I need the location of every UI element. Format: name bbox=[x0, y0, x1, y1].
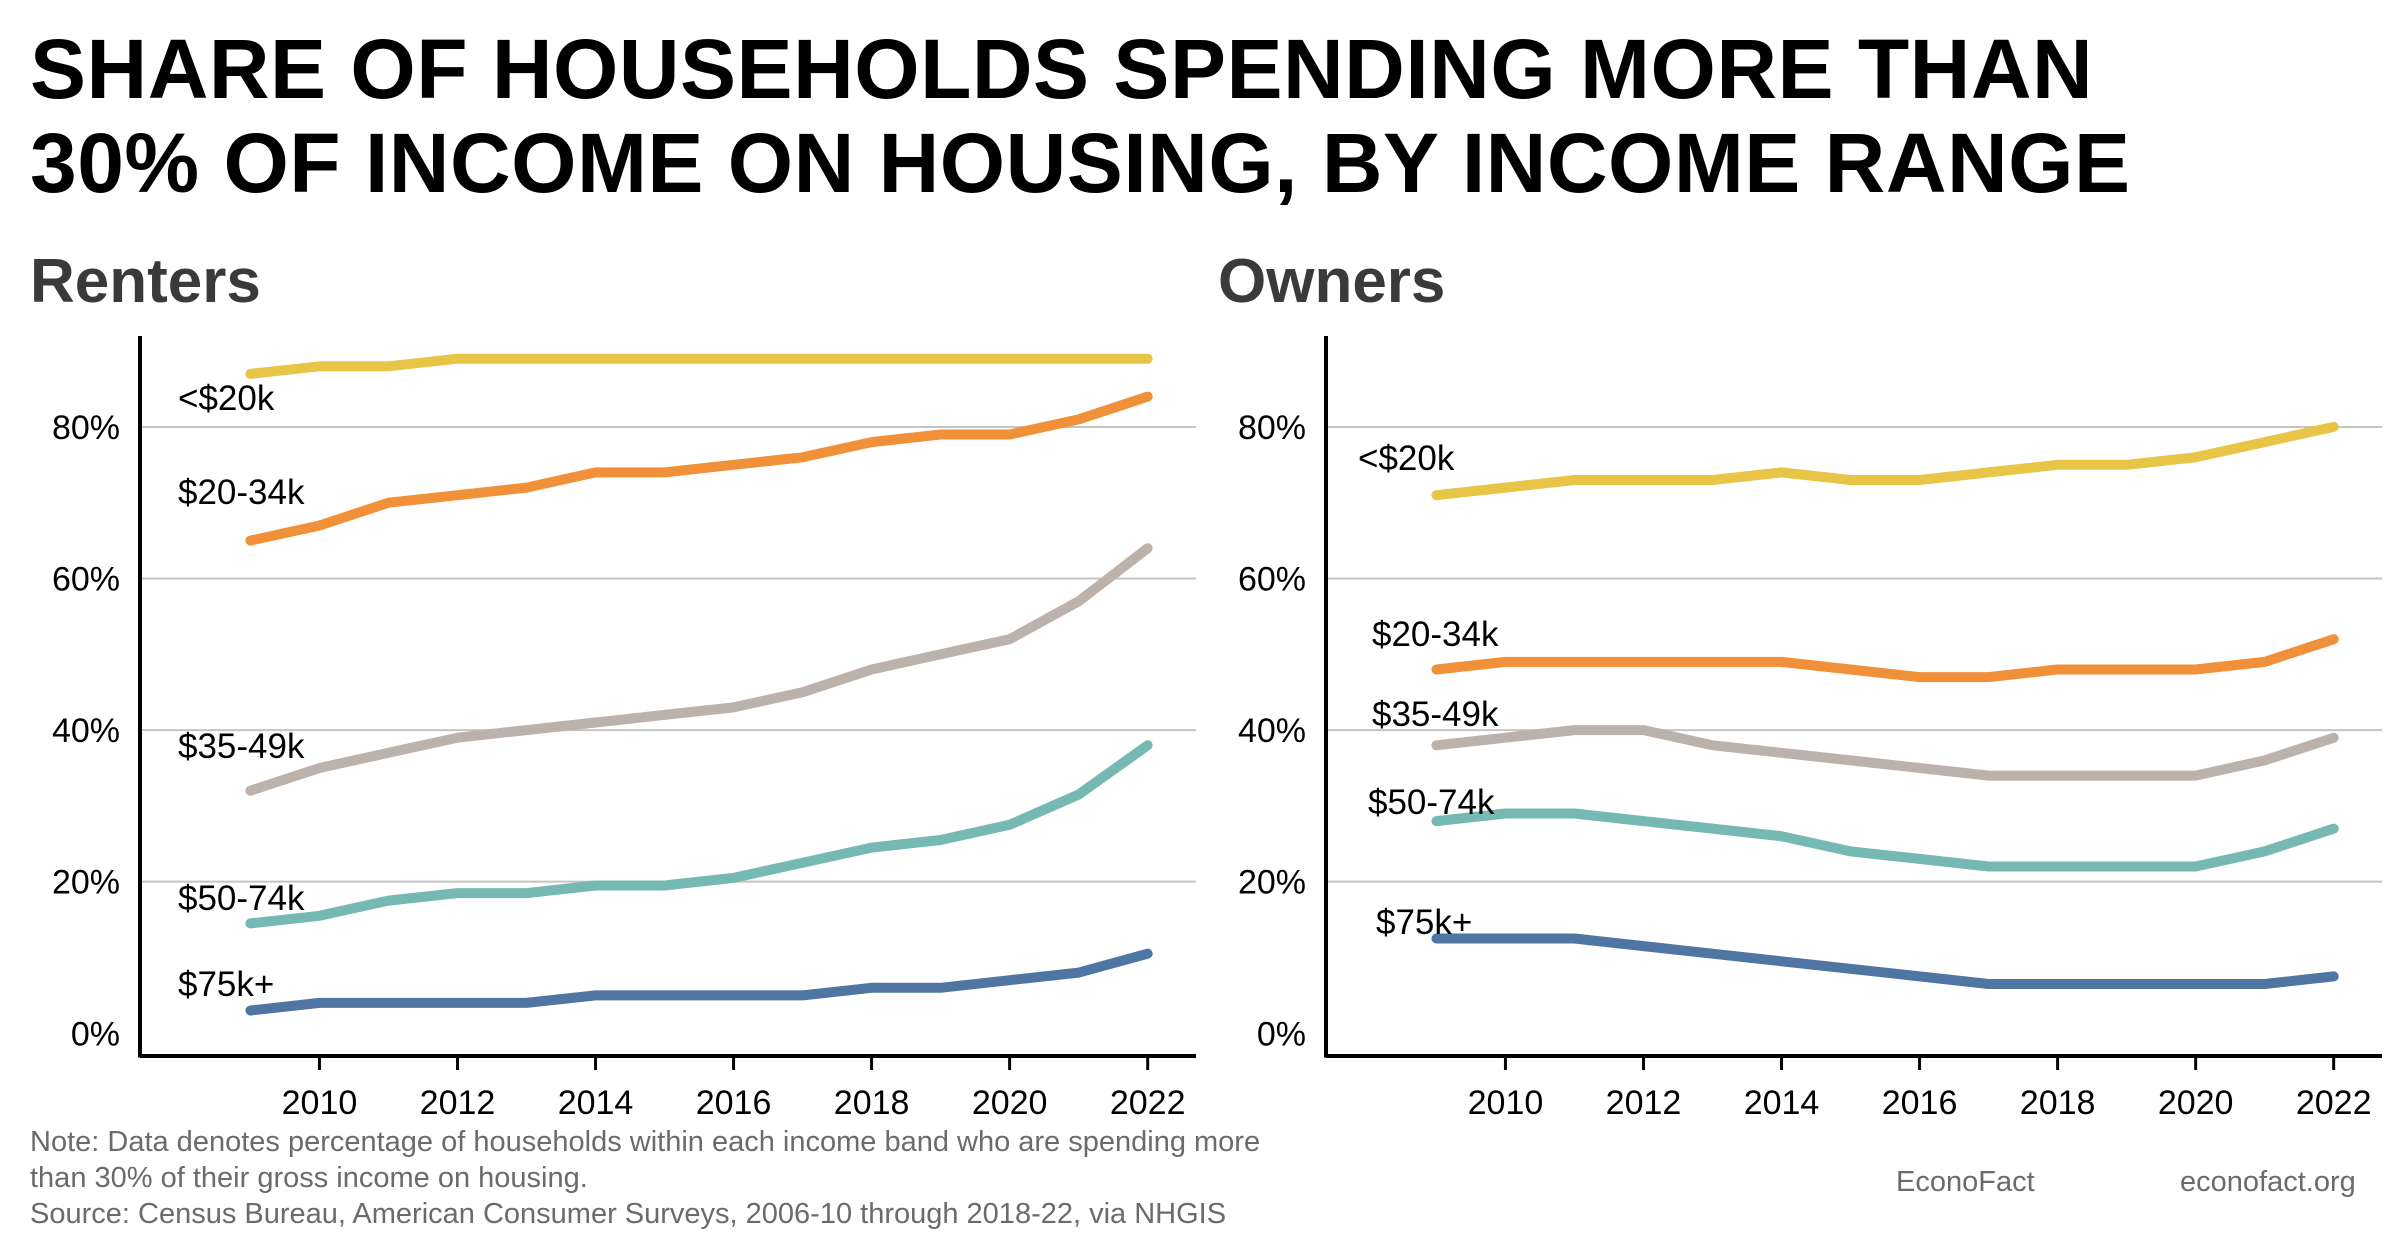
owners-xtick-label: 2022 bbox=[2296, 1084, 2372, 1122]
owners-xtick-label: 2016 bbox=[1882, 1084, 1958, 1122]
owners-xtick-label: 2014 bbox=[1744, 1084, 1820, 1122]
owners-series-line-75k bbox=[1431, 933, 2339, 989]
renters-series-label-35-49k: $35-49k bbox=[178, 727, 305, 766]
renters-series-line-75k bbox=[245, 948, 1153, 1016]
renters-xtick-label: 2018 bbox=[834, 1084, 910, 1122]
owners-panel-title: Owners bbox=[1218, 247, 1446, 316]
owners-series-line-35-49k bbox=[1431, 725, 2339, 781]
renters-xtick-label: 2012 bbox=[420, 1084, 496, 1122]
chart-title-line-1: SHARE OF HOUSEHOLDS SPENDING MORE THAN bbox=[30, 22, 2094, 116]
credit-url: econofact.org bbox=[2180, 1166, 2356, 1198]
renters-xtick-label: 2016 bbox=[696, 1084, 772, 1122]
owners-ytick-label: 40% bbox=[1238, 712, 1306, 750]
renters-series-label-75k: $75k+ bbox=[178, 965, 274, 1004]
renters-panel-title: Renters bbox=[30, 247, 261, 316]
renters-xtick-label: 2022 bbox=[1110, 1084, 1186, 1122]
renters-xtick-label: 2010 bbox=[282, 1084, 358, 1122]
owners-series-line-50-74k bbox=[1431, 808, 2339, 872]
owners-ytick-label: 60% bbox=[1238, 561, 1306, 599]
renters-series-line-20k bbox=[245, 353, 1153, 379]
owners-xtick-label: 2020 bbox=[2158, 1084, 2234, 1122]
renters-chart: 0% 20% 40% 60% 80% 2010 2012 2014 2016 2018 2020 20… bbox=[52, 336, 1196, 1122]
owners-xtick-label: 2018 bbox=[2020, 1084, 2096, 1122]
renters-series-line-20-34k bbox=[245, 391, 1153, 546]
owners-series-label-20k: <$20k bbox=[1358, 439, 1455, 478]
renters-series-label-20k: <$20k bbox=[178, 379, 275, 418]
renters-ytick-label: 80% bbox=[52, 409, 120, 447]
footnote-line-1: Note: Data denotes percentage of househo… bbox=[30, 1126, 1261, 1158]
owners-series-label-75k: $75k+ bbox=[1376, 903, 1472, 942]
renters-xtick-label: 2014 bbox=[558, 1084, 634, 1122]
renters-series-label-50-74k: $50-74k bbox=[178, 879, 305, 918]
owners-xtick-label: 2010 bbox=[1468, 1084, 1544, 1122]
footnote-line-2: than 30% of their gross income on housin… bbox=[30, 1162, 588, 1194]
renters-series-line-35-49k bbox=[245, 543, 1153, 796]
owners-ytick-label: 0% bbox=[1257, 1015, 1306, 1053]
owners-ytick-label: 80% bbox=[1238, 409, 1306, 447]
renters-ytick-label: 40% bbox=[52, 712, 120, 750]
renters-xtick-label: 2020 bbox=[972, 1084, 1048, 1122]
source-line: Source: Census Bureau, American Consumer… bbox=[30, 1198, 1227, 1230]
footnote: Note: Data denotes percentage of househo… bbox=[30, 1124, 1430, 1232]
renters-ytick-label: 20% bbox=[52, 864, 120, 902]
owners-series-line-20k bbox=[1431, 421, 2339, 501]
renters-series-line-50-74k bbox=[245, 740, 1153, 929]
owners-xtick-label: 2012 bbox=[1606, 1084, 1682, 1122]
chart-title: SHARE OF HOUSEHOLDS SPENDING MORE THAN 3… bbox=[30, 22, 2330, 210]
owners-series-label-50-74k: $50-74k bbox=[1368, 783, 1495, 822]
owners-series-label-35-49k: $35-49k bbox=[1372, 695, 1499, 734]
renters-series-label-20-34k: $20-34k bbox=[178, 473, 305, 512]
chart-title-line-2: 30% OF INCOME ON HOUSING, BY INCOME RANG… bbox=[30, 116, 2131, 210]
renters-ytick-label: 60% bbox=[52, 561, 120, 599]
credit-name: EconoFact bbox=[1896, 1166, 2035, 1198]
owners-series-label-20-34k: $20-34k bbox=[1372, 615, 1499, 654]
owners-chart: 0% 20% 40% 60% 80% 2010 2012 2014 2016 2018 2020 20… bbox=[1238, 336, 2382, 1122]
renters-ytick-label: 0% bbox=[71, 1015, 120, 1053]
owners-series-line-20-34k bbox=[1431, 634, 2339, 683]
owners-ytick-label: 20% bbox=[1238, 864, 1306, 902]
